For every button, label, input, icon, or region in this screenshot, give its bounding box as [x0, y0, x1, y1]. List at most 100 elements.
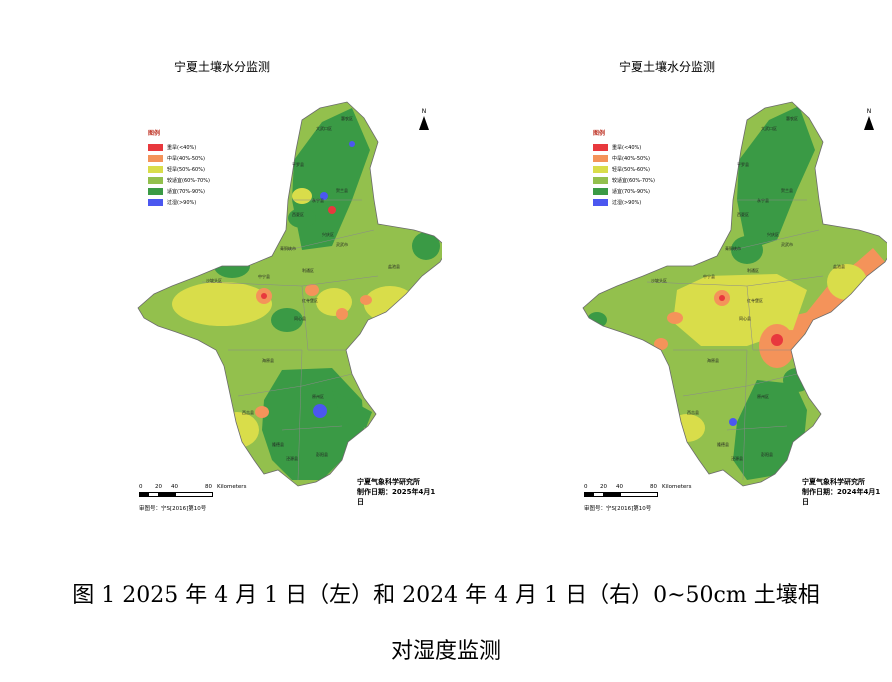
- moisture-zone: [332, 390, 372, 428]
- approval-number: 审图号：宁S[2016]第10号: [139, 506, 207, 512]
- legend-item: 适宜(70%-90%): [593, 186, 655, 197]
- place-label: 红寺堡区: [302, 297, 318, 303]
- scale-unit: Kilometers: [217, 484, 247, 490]
- place-label: 大武口区: [761, 125, 777, 131]
- place-label: 青铜峡市: [725, 245, 741, 251]
- county-boundary: [287, 229, 375, 251]
- place-label: 平罗县: [737, 161, 749, 167]
- legend-item: 中旱(40%-50%): [593, 153, 655, 164]
- legend-swatch: [148, 155, 163, 162]
- scale-bar: 0 20 40 80 Kilometers: [584, 484, 704, 504]
- map-panel-2025: 宁夏土壤水分监测 惠农区 大武口区 平罗县 贺兰县 永宁县 西夏区 兴庆区 灵武市 沙坡头区 中宁…: [2, 50, 442, 520]
- place-label: 利通区: [747, 267, 759, 273]
- scale-tick-label: 40: [171, 484, 178, 490]
- legend-swatch: [148, 199, 163, 206]
- legend-label: 较适宜(60%-70%): [612, 178, 655, 184]
- county-boundary: [732, 229, 820, 251]
- legend-label: 适宜(70%-90%): [612, 189, 650, 195]
- legend-swatch: [593, 144, 608, 151]
- production-date: 制作日期：2024年4月1日: [802, 488, 881, 506]
- legend-item: 中旱(40%-50%): [148, 153, 210, 164]
- legend-label: 中旱(40%-50%): [612, 156, 650, 162]
- moisture-zone: [328, 206, 336, 214]
- place-label: 利通区: [302, 267, 314, 273]
- legend-item: 较适宜(60%-70%): [593, 175, 655, 186]
- place-label: 彭阳县: [761, 451, 773, 457]
- legend-label: 重旱(<40%): [612, 145, 642, 151]
- moisture-zone: [255, 406, 269, 418]
- figure-caption: 图 1 2025 年 4 月 1 日（左）和 2024 年 4 月 1 日（右）…: [0, 568, 892, 680]
- place-label: 大武口区: [316, 125, 332, 131]
- scale-tick-label: 40: [616, 484, 623, 490]
- moisture-zone: [587, 312, 607, 328]
- place-label: 沙坡头区: [206, 277, 222, 283]
- institute-block: 宁夏气象科学研究所 制作日期：2025年4月1日: [357, 477, 442, 507]
- ningxia-outline: [137, 101, 442, 487]
- scale-tick-label: 80: [650, 484, 657, 490]
- county-boundary: [682, 373, 798, 397]
- moisture-zone: [261, 293, 267, 299]
- place-label: 永宁县: [312, 197, 324, 203]
- moisture-zone: [313, 404, 327, 418]
- ningxia-outline: [582, 101, 887, 487]
- map-title: 宁夏土壤水分监测: [173, 60, 270, 74]
- place-label: 永宁县: [757, 197, 769, 203]
- moisture-zone: [305, 284, 319, 296]
- north-arrow-icon: N: [861, 108, 877, 130]
- legend-label: 轻旱(50%-60%): [612, 167, 650, 173]
- legend-item: 重旱(<40%): [593, 142, 655, 153]
- place-label: 隆德县: [717, 441, 729, 447]
- place-label: 盐池县: [388, 263, 400, 269]
- legend-item: 过湿(>90%): [593, 197, 655, 208]
- legend-swatch: [148, 144, 163, 151]
- place-label: 青铜峡市: [280, 245, 296, 251]
- place-label: 沙坡头区: [651, 277, 667, 283]
- production-date: 制作日期：2025年4月1日: [357, 488, 436, 506]
- legend-label: 轻旱(50%-60%): [167, 167, 205, 173]
- place-label: 同心县: [294, 315, 306, 321]
- legend: 图例 重旱(<40%) 中旱(40%-50%) 轻旱(50%-60%) 较适宜(60%…: [593, 128, 655, 208]
- legend-swatch: [148, 166, 163, 173]
- legend-swatch: [593, 177, 608, 184]
- legend-label: 中旱(40%-50%): [167, 156, 205, 162]
- place-label: 原州区: [312, 394, 324, 399]
- institute-name: 宁夏气象科学研究所: [802, 478, 865, 486]
- map-panel-2024: 宁夏土壤水分监测 惠农区 大武口区 平罗县 贺兰县 永宁县 西夏区 兴庆区 灵武市 沙坡头区 中宁…: [447, 50, 887, 520]
- north-label: N: [866, 108, 872, 115]
- moisture-zone: [783, 368, 811, 392]
- place-label: 彭阳县: [316, 451, 328, 457]
- moisture-zone: [729, 418, 737, 426]
- approval-number: 审图号：宁S[2016]第10号: [584, 506, 652, 512]
- moisture-zone: [674, 231, 684, 241]
- caption-line-1: 图 1 2025 年 4 月 1 日（左）和 2024 年 4 月 1 日（右）…: [72, 583, 820, 608]
- scale-tick-label: 80: [205, 484, 212, 490]
- moisture-zone: [667, 312, 683, 324]
- north-arrow-icon: N: [416, 108, 432, 130]
- place-label: 兴庆区: [767, 231, 779, 237]
- moisture-zone: [562, 321, 568, 327]
- legend-label: 过湿(>90%): [612, 200, 642, 206]
- north-label: N: [421, 108, 427, 115]
- place-label: 灵武市: [781, 241, 793, 247]
- caption-line-2: 对湿度监测: [390, 639, 501, 664]
- moisture-zone: [719, 295, 725, 301]
- place-label: 原州区: [757, 394, 769, 399]
- moisture-zone: [271, 308, 303, 332]
- moisture-zone: [654, 338, 668, 350]
- place-label: 惠农区: [341, 115, 353, 121]
- moisture-zone: [172, 282, 272, 326]
- legend-label: 适宜(70%-90%): [167, 189, 205, 195]
- scale-tick-label: 0: [139, 484, 143, 490]
- county-boundary: [746, 285, 791, 351]
- place-label: 贺兰县: [336, 187, 348, 193]
- legend-item: 重旱(<40%): [148, 142, 210, 153]
- moisture-zone: [594, 329, 600, 335]
- place-label: 盐池县: [833, 263, 845, 269]
- legend-label: 较适宜(60%-70%): [167, 178, 210, 184]
- moisture-base-zone: [138, 102, 442, 486]
- legend-swatch: [593, 188, 608, 195]
- moisture-zone: [827, 264, 867, 300]
- place-label: 贺兰县: [781, 187, 793, 193]
